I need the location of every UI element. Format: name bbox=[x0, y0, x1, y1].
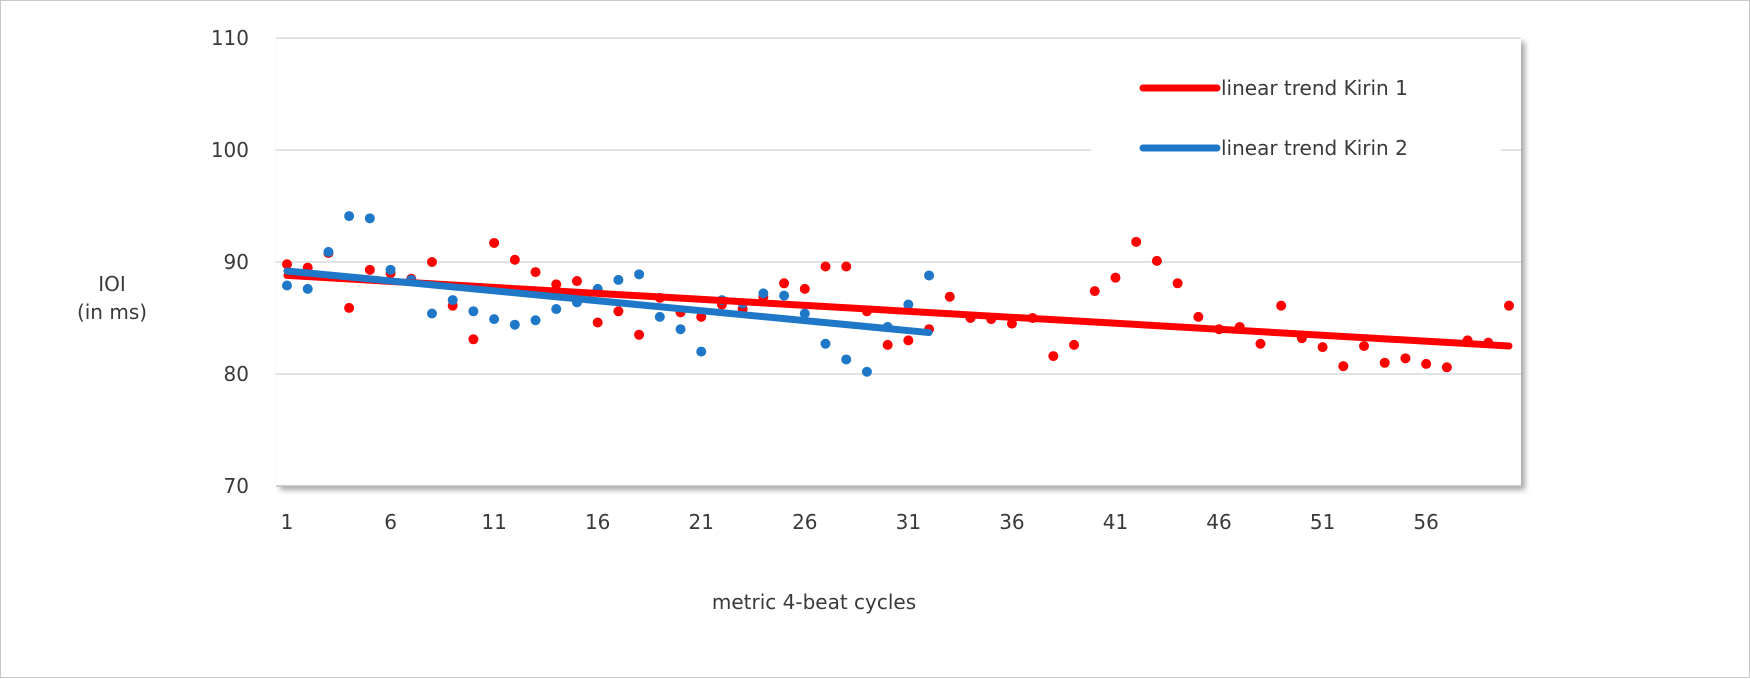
series-0-point-60 bbox=[1504, 300, 1514, 311]
x-tick-label-16: 16 bbox=[585, 510, 610, 534]
series-0-point-30 bbox=[882, 339, 893, 350]
series-0-point-40 bbox=[1089, 286, 1100, 297]
series-0-point-36 bbox=[1006, 318, 1017, 329]
x-tick-label-11: 11 bbox=[481, 510, 506, 534]
series-1-point-26 bbox=[799, 308, 810, 319]
series-0-point-38 bbox=[1048, 351, 1059, 362]
series-1-point-12 bbox=[509, 319, 520, 330]
series-0-point-25 bbox=[779, 278, 790, 289]
series-0-point-10 bbox=[468, 334, 479, 345]
x-tick-label-36: 36 bbox=[999, 510, 1024, 534]
series-0-point-18 bbox=[634, 329, 645, 340]
x-tick-label-41: 41 bbox=[1103, 510, 1128, 534]
y-tick-label-100: 100 bbox=[211, 138, 249, 162]
y-tick-label-110: 110 bbox=[211, 26, 249, 50]
legend-background bbox=[1091, 61, 1501, 191]
x-axis-title: metric 4-beat cycles bbox=[712, 590, 916, 614]
series-0-point-33 bbox=[944, 291, 955, 302]
trend-lines bbox=[283, 267, 1513, 350]
series-1-point-20 bbox=[675, 324, 686, 335]
series-0-point-12 bbox=[509, 254, 520, 265]
x-tick-label-31: 31 bbox=[896, 510, 921, 534]
series-0-point-14 bbox=[551, 279, 562, 290]
series-1-point-4 bbox=[344, 211, 355, 222]
trend-line-3 bbox=[283, 267, 933, 337]
series-1-point-27 bbox=[820, 338, 831, 349]
x-tick-label-26: 26 bbox=[792, 510, 817, 534]
series-1-point-8 bbox=[426, 308, 437, 319]
series-1-point-28 bbox=[841, 354, 852, 365]
series-1-point-31 bbox=[903, 299, 914, 310]
series-1-point-1 bbox=[282, 280, 292, 291]
series-1-point-25 bbox=[779, 290, 790, 301]
gridlines bbox=[276, 37, 1521, 487]
series-1-point-11 bbox=[489, 314, 500, 325]
legend-label-1: linear trend Kirin 2 bbox=[1221, 136, 1408, 160]
series-0-point-17 bbox=[613, 306, 624, 317]
series-1-point-17 bbox=[613, 274, 624, 285]
x-tick-label-51: 51 bbox=[1310, 510, 1335, 534]
series-0-point-42 bbox=[1131, 236, 1142, 247]
series-1-point-3 bbox=[323, 246, 334, 257]
series-0-point-41 bbox=[1110, 272, 1121, 283]
series-0-point-45 bbox=[1193, 311, 1204, 322]
y-tick-label-70: 70 bbox=[224, 474, 249, 498]
series-0-point-52 bbox=[1338, 361, 1349, 372]
series-1-point-2 bbox=[302, 283, 313, 294]
legend: linear trend Kirin 1 linear trend Kirin 2 bbox=[1091, 61, 1501, 191]
series-0-point-8 bbox=[426, 257, 437, 267]
series-0-point-44 bbox=[1172, 278, 1183, 289]
series-0-point-15 bbox=[571, 276, 582, 287]
series-0-point-26 bbox=[799, 283, 810, 294]
y-axis-ticks: 70 80 90 100 110 bbox=[211, 26, 249, 498]
series-0-point-53 bbox=[1359, 341, 1370, 351]
series-0-point-49 bbox=[1276, 300, 1287, 311]
x-tick-label-56: 56 bbox=[1413, 510, 1438, 534]
series-1-point-9 bbox=[447, 295, 458, 306]
x-tick-label-21: 21 bbox=[689, 510, 714, 534]
series-0-point-4 bbox=[344, 302, 355, 313]
series-0-point-39 bbox=[1069, 339, 1080, 350]
series-1-point-19 bbox=[654, 311, 665, 322]
series-0-point-56 bbox=[1421, 358, 1432, 369]
series-0-point-5 bbox=[364, 264, 375, 275]
series-0-point-1 bbox=[282, 259, 292, 270]
series-1-point-24 bbox=[758, 288, 769, 299]
series-0-point-31 bbox=[903, 335, 914, 346]
series-0-point-51 bbox=[1317, 342, 1328, 353]
series-0-point-16 bbox=[592, 317, 603, 328]
series-1-point-14 bbox=[551, 304, 562, 315]
series-1-point-29 bbox=[861, 366, 872, 377]
series-1-point-21 bbox=[696, 346, 707, 357]
y-tick-label-80: 80 bbox=[224, 362, 249, 386]
series-1-point-5 bbox=[364, 213, 375, 224]
series-0-point-28 bbox=[841, 261, 852, 272]
series-1-point-18 bbox=[634, 269, 645, 280]
x-tick-label-1: 1 bbox=[281, 510, 294, 534]
series-0-point-11 bbox=[489, 237, 500, 248]
legend-label-0: linear trend Kirin 1 bbox=[1221, 76, 1408, 100]
series-1-point-13 bbox=[530, 315, 541, 326]
series-1-point-10 bbox=[468, 306, 479, 317]
x-tick-label-6: 6 bbox=[384, 510, 397, 534]
x-axis-ticks: 1 6 11 16 21 26 31 36 41 46 51 56 bbox=[281, 510, 1439, 534]
series-1-point-32 bbox=[924, 270, 935, 281]
series-0-point-57 bbox=[1441, 362, 1452, 373]
series-1-point-6 bbox=[385, 264, 396, 275]
y-axis-title-line-1: IOI bbox=[98, 272, 126, 296]
y-axis-title-line-2: (in ms) bbox=[77, 300, 147, 324]
series-0-point-27 bbox=[820, 261, 831, 272]
series-0-point-54 bbox=[1379, 357, 1390, 368]
x-tick-label-46: 46 bbox=[1206, 510, 1231, 534]
series-0-point-13 bbox=[530, 267, 541, 278]
y-tick-label-90: 90 bbox=[224, 250, 249, 274]
series-0-point-55 bbox=[1400, 353, 1411, 364]
series-0-point-48 bbox=[1255, 338, 1266, 349]
series-0-point-43 bbox=[1151, 255, 1162, 266]
